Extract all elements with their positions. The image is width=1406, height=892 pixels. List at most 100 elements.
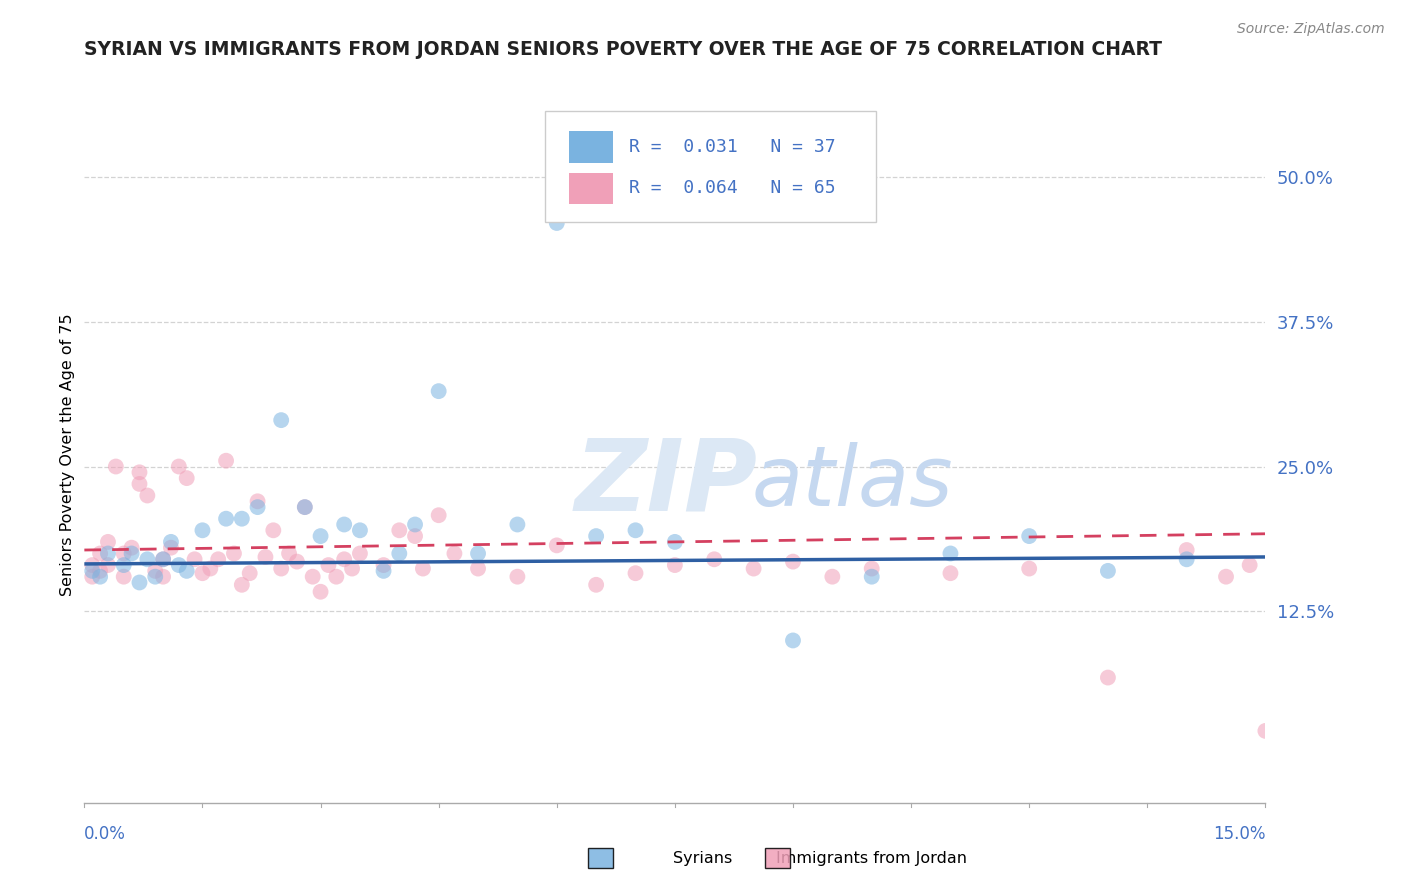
Point: [294, 500, 316, 514]
Point: [231, 578, 253, 592]
Point: [285, 555, 308, 569]
Point: [349, 523, 371, 537]
Point: [152, 552, 174, 566]
FancyBboxPatch shape: [568, 173, 613, 204]
Point: [254, 549, 277, 564]
Point: [546, 538, 568, 552]
Point: [703, 552, 725, 566]
Point: [1018, 561, 1040, 575]
Point: [207, 552, 229, 566]
Point: [112, 546, 135, 561]
Point: [506, 570, 529, 584]
Y-axis label: Seniors Poverty Over the Age of 75: Seniors Poverty Over the Age of 75: [60, 314, 75, 596]
Point: [246, 494, 269, 508]
Point: [467, 561, 489, 575]
Point: [176, 564, 198, 578]
Point: [349, 546, 371, 561]
Text: SYRIAN VS IMMIGRANTS FROM JORDAN SENIORS POVERTY OVER THE AGE OF 75 CORRELATION : SYRIAN VS IMMIGRANTS FROM JORDAN SENIORS…: [84, 40, 1163, 59]
Point: [664, 558, 686, 573]
Point: [270, 413, 292, 427]
Point: [1175, 543, 1198, 558]
Point: [388, 523, 411, 537]
Point: [104, 459, 127, 474]
Text: R =  0.031   N = 37: R = 0.031 N = 37: [628, 137, 835, 156]
Text: 0.0%: 0.0%: [84, 825, 127, 843]
Point: [89, 564, 111, 578]
Point: [860, 561, 883, 575]
Point: [585, 529, 607, 543]
Point: [624, 523, 647, 537]
Point: [270, 561, 292, 575]
Point: [128, 476, 150, 491]
Point: [89, 570, 111, 584]
Point: [294, 500, 316, 514]
Point: [309, 529, 332, 543]
Text: Source: ZipAtlas.com: Source: ZipAtlas.com: [1237, 22, 1385, 37]
Point: [1097, 671, 1119, 685]
Point: [939, 566, 962, 581]
Point: [160, 534, 183, 549]
Point: [939, 546, 962, 561]
Text: ZIP: ZIP: [575, 434, 758, 532]
Point: [1215, 570, 1237, 584]
Point: [97, 546, 120, 561]
Text: R =  0.064   N = 65: R = 0.064 N = 65: [628, 179, 835, 197]
Point: [318, 558, 340, 573]
FancyBboxPatch shape: [568, 131, 613, 162]
Point: [112, 558, 135, 573]
Point: [664, 534, 686, 549]
Point: [546, 216, 568, 230]
Point: [152, 570, 174, 584]
Text: Immigrants from Jordan: Immigrants from Jordan: [776, 851, 967, 865]
Point: [222, 546, 245, 561]
Point: [136, 552, 159, 566]
Point: [128, 466, 150, 480]
Point: [1175, 552, 1198, 566]
Point: [176, 471, 198, 485]
Point: [215, 453, 238, 467]
Point: [585, 578, 607, 592]
Point: [427, 384, 450, 398]
Point: [427, 508, 450, 523]
Point: [183, 552, 205, 566]
Point: [191, 566, 214, 581]
Point: [262, 523, 284, 537]
Point: [89, 546, 111, 561]
Point: [1254, 723, 1277, 738]
Text: 15.0%: 15.0%: [1213, 825, 1265, 843]
Point: [309, 584, 332, 599]
Point: [742, 561, 765, 575]
Point: [97, 534, 120, 549]
Point: [143, 570, 166, 584]
Point: [333, 517, 356, 532]
Point: [443, 546, 465, 561]
Point: [404, 529, 426, 543]
Point: [128, 575, 150, 590]
Point: [152, 552, 174, 566]
Point: [301, 570, 323, 584]
Point: [239, 566, 262, 581]
Point: [388, 546, 411, 561]
Point: [97, 558, 120, 573]
Point: [143, 564, 166, 578]
Point: [82, 570, 104, 584]
Point: [112, 570, 135, 584]
Point: [373, 564, 395, 578]
Point: [624, 566, 647, 581]
Point: [333, 552, 356, 566]
Point: [278, 546, 301, 561]
Point: [1097, 564, 1119, 578]
Point: [340, 561, 363, 575]
Point: [325, 570, 347, 584]
Point: [404, 517, 426, 532]
Point: [121, 541, 143, 555]
Point: [782, 633, 804, 648]
Point: [412, 561, 434, 575]
Point: [191, 523, 214, 537]
Point: [160, 541, 183, 555]
Point: [200, 561, 222, 575]
Point: [821, 570, 844, 584]
Point: [121, 546, 143, 561]
Point: [246, 500, 269, 514]
Point: [82, 558, 104, 573]
